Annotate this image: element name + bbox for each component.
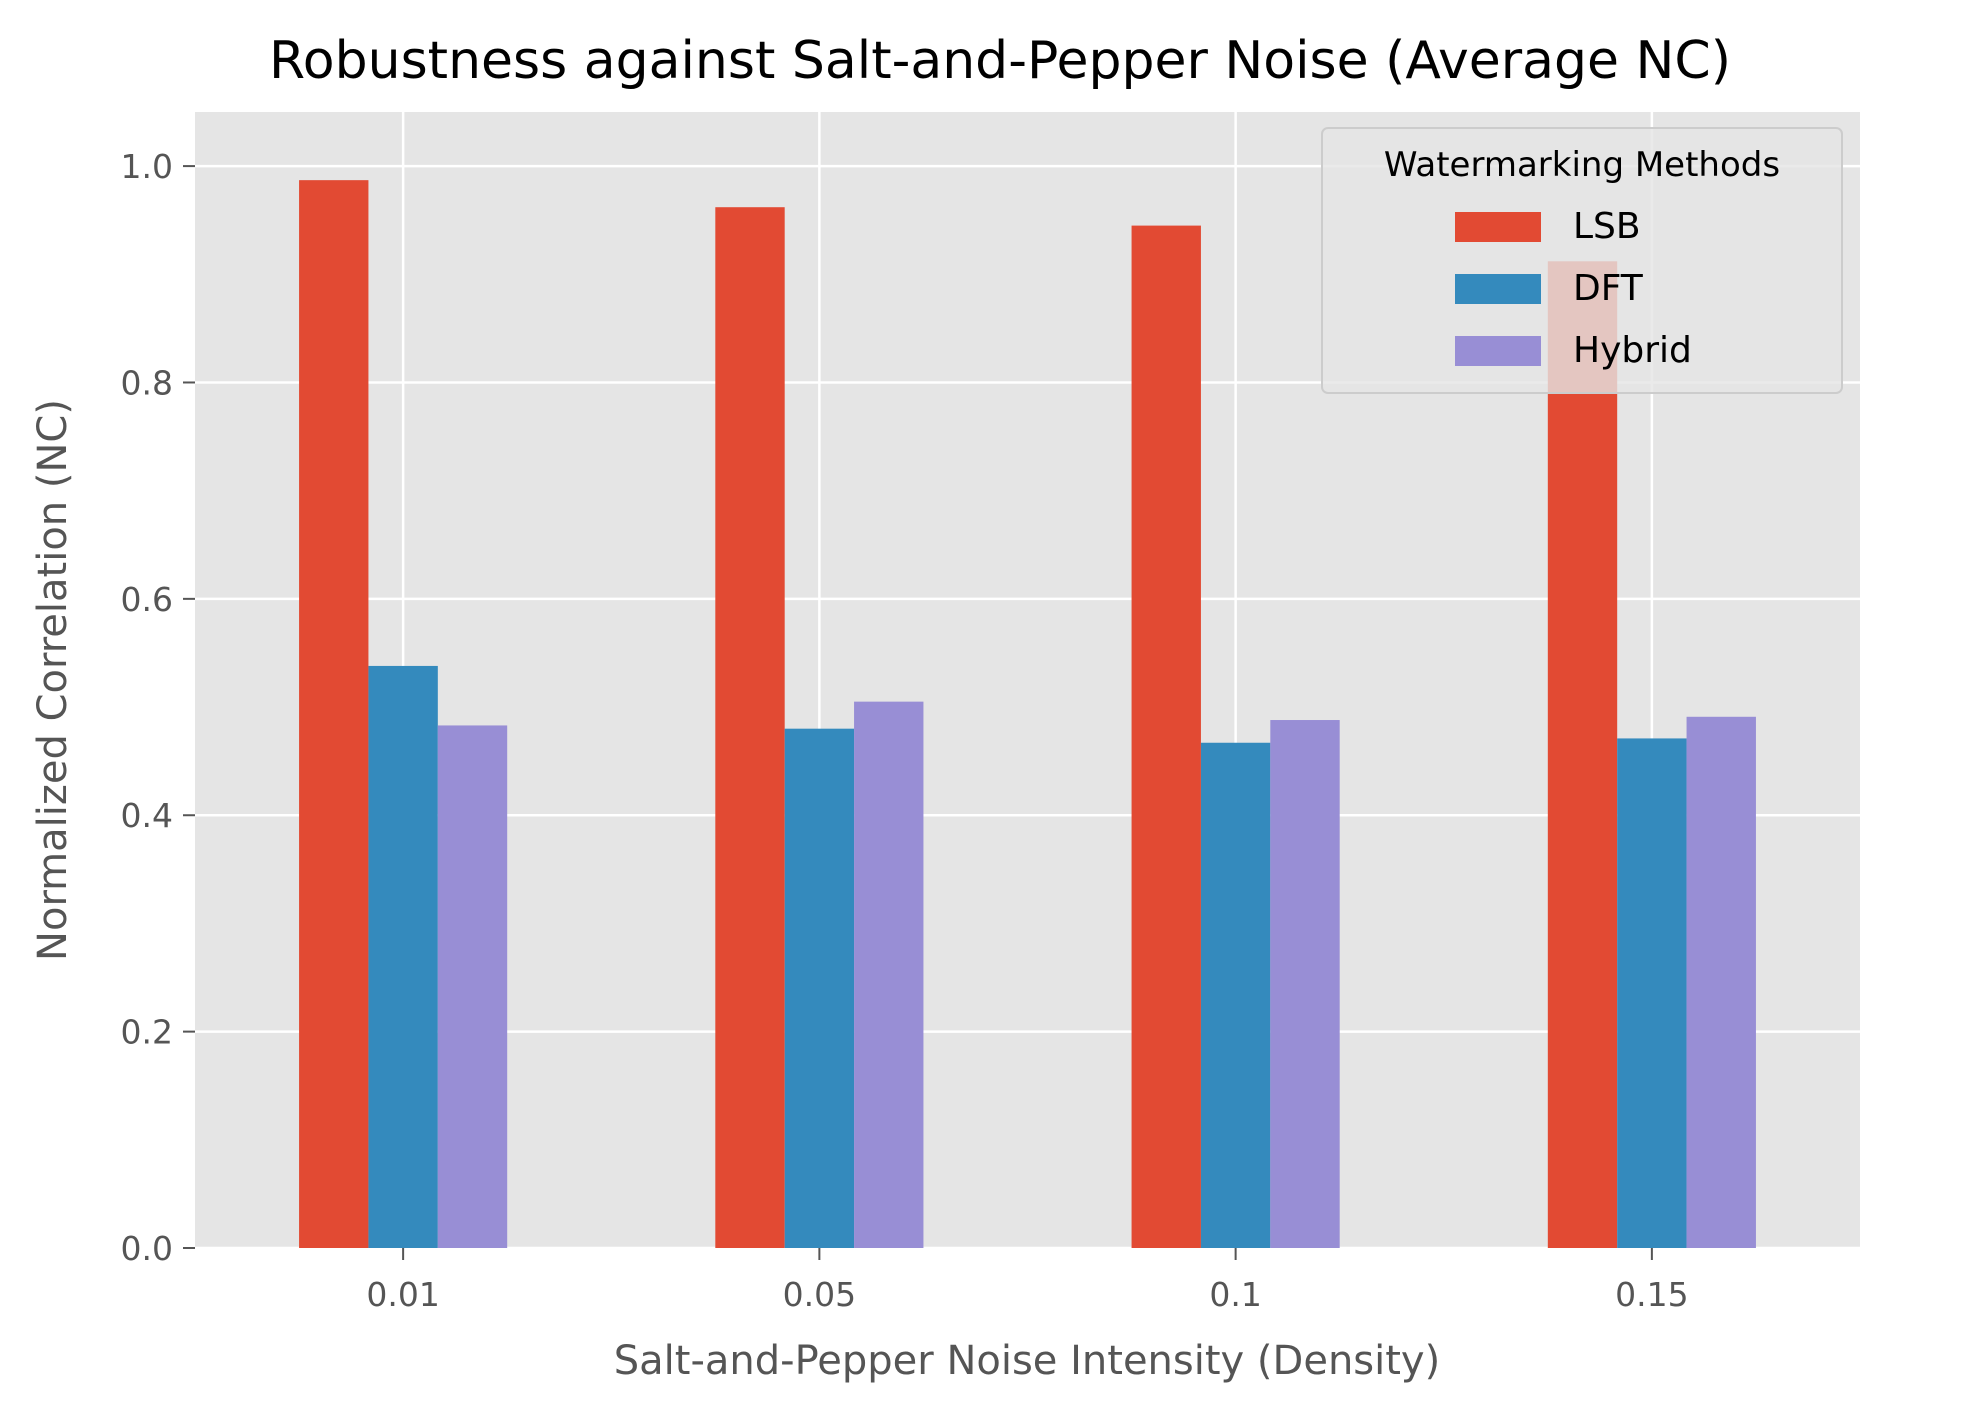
bar-lsb-0.15 [1547,261,1618,1248]
bar-lsb-0.1 [1131,225,1201,1249]
bar-lsb-0.01 [299,180,369,1248]
x-axis: 0.01 0.05 0.1 0.15 [366,1248,1689,1314]
legend-box [1321,127,1843,394]
bars [299,180,1756,1249]
legend-title: Watermarking Methods [1384,145,1780,185]
legend-swatch-dft [1455,274,1541,304]
bar-hybrid-0.05 [854,701,924,1248]
bar-dft-0.1 [1200,742,1271,1248]
bar-lsb-0.05 [715,207,785,1248]
x-tick-label: 0.1 [1209,1275,1261,1314]
legend-label-dft: DFT [1573,268,1644,309]
bar-dft-0.05 [784,728,855,1248]
bar-hybrid-0.01 [437,725,508,1248]
y-axis-label: Normalized Correlation (NC) [30,399,76,961]
x-axis-label: Salt-and-Pepper Noise Intensity (Density… [614,1338,1440,1384]
bar-dft-0.15 [1617,738,1687,1248]
x-tick-label: 0.15 [1615,1275,1688,1314]
y-tick-label: 0.4 [121,796,173,835]
bar-hybrid-0.1 [1270,720,1340,1248]
bar-dft-0.01 [368,665,438,1248]
legend-swatch-lsb [1455,212,1541,242]
y-tick-label: 0.2 [121,1013,173,1052]
y-axis: 0.0 0.2 0.4 0.6 0.8 1.0 [121,147,195,1268]
y-tick-label: 1.0 [121,147,173,186]
x-tick-label: 0.01 [366,1275,439,1314]
legend-label-lsb: LSB [1573,206,1641,247]
x-tick-label: 0.05 [783,1275,856,1314]
legend-swatch-hybrid [1455,336,1541,366]
y-tick-label: 0.8 [121,363,173,402]
y-tick-label: 0.0 [121,1229,173,1268]
legend: Watermarking Methods LSB DFT Hybrid [1321,127,1843,394]
legend-label-hybrid: Hybrid [1573,330,1692,371]
y-tick-label: 0.6 [121,580,173,619]
bar-hybrid-0.15 [1686,716,1756,1248]
chart-title: Robustness against Salt-and-Pepper Noise… [269,31,1731,91]
